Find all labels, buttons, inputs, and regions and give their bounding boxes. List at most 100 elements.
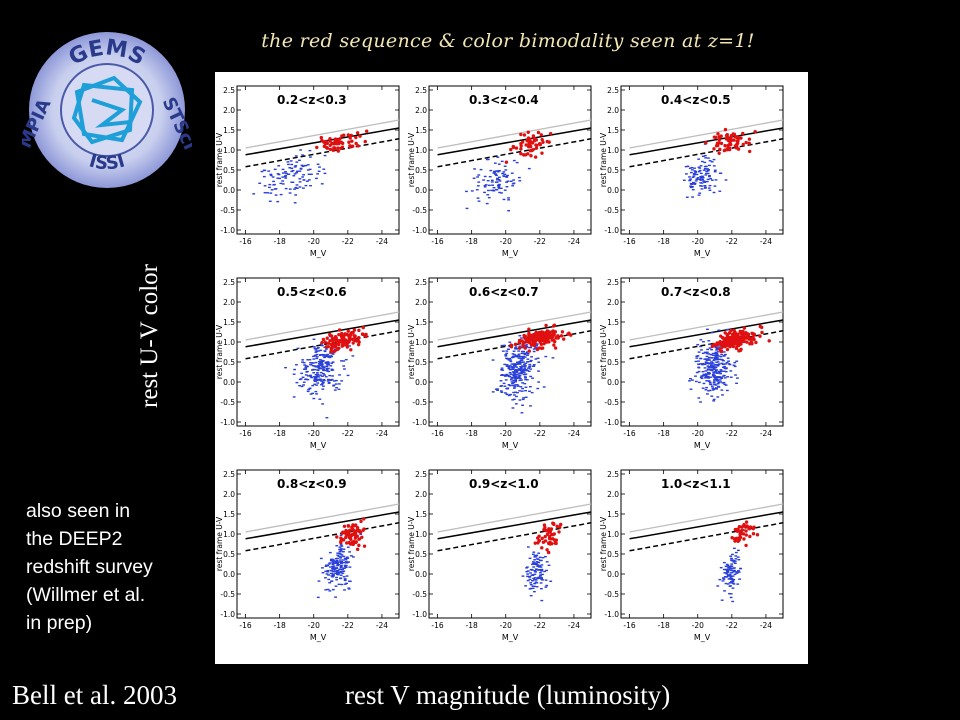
red-point <box>751 332 756 336</box>
blue-point <box>296 347 300 350</box>
blue-point <box>524 585 528 587</box>
red-point <box>349 333 353 337</box>
blue-point <box>320 363 324 365</box>
blue-point <box>507 384 511 386</box>
blue-point <box>512 372 516 374</box>
red-point <box>517 338 522 343</box>
y-tick-label: 2.5 <box>607 278 619 287</box>
blue-point <box>314 378 318 381</box>
blue-point <box>704 174 708 176</box>
x-tick-label: -22 <box>534 621 546 630</box>
red-point <box>527 334 531 338</box>
red-point <box>540 137 544 142</box>
red-point <box>737 336 742 340</box>
blue-point <box>310 173 313 175</box>
blue-point <box>315 350 319 353</box>
blue-point <box>499 390 503 392</box>
blue-point <box>334 567 338 569</box>
x-tick-label: -16 <box>623 237 635 246</box>
blue-point <box>526 358 530 360</box>
blue-point <box>300 372 304 375</box>
blue-point <box>700 175 704 178</box>
blue-point <box>318 398 322 400</box>
y-tick-label: 0.0 <box>223 186 235 195</box>
blue-point <box>334 348 337 350</box>
red-point <box>735 141 740 145</box>
y-tick-label: -1.0 <box>412 610 427 619</box>
blue-point <box>269 174 273 177</box>
blue-point <box>262 169 266 171</box>
blue-point <box>332 575 335 577</box>
blue-point <box>497 186 501 188</box>
blue-point <box>520 350 524 353</box>
blue-point <box>299 168 303 170</box>
blue-point <box>727 569 730 571</box>
red-point <box>358 134 362 138</box>
blue-point <box>703 186 707 189</box>
blue-point <box>513 380 517 382</box>
blue-point <box>515 366 519 368</box>
blue-point <box>518 399 522 401</box>
blue-point <box>336 557 339 560</box>
blue-point <box>320 384 323 386</box>
red-point <box>747 137 752 141</box>
blue-point <box>317 366 321 368</box>
blue-point <box>317 364 321 367</box>
blue-point <box>690 169 694 171</box>
blue-point <box>321 403 325 405</box>
blue-point <box>498 180 502 182</box>
blue-point <box>317 170 321 173</box>
blue-point <box>529 359 533 362</box>
blue-point <box>339 565 343 568</box>
blue-point <box>279 193 283 196</box>
blue-point <box>346 557 350 559</box>
blue-point <box>295 161 299 163</box>
y-tick-label: 0.5 <box>607 358 619 367</box>
blue-point <box>284 174 288 177</box>
blue-point <box>322 368 325 371</box>
blue-point <box>306 378 310 381</box>
blue-point <box>503 375 507 377</box>
blue-point <box>288 188 292 190</box>
blue-point <box>287 173 291 175</box>
blue-point <box>732 583 736 585</box>
blue-point <box>693 183 697 185</box>
blue-point <box>470 190 474 192</box>
y-tick-label: -1.0 <box>220 610 235 619</box>
blue-point <box>713 357 717 359</box>
panel-frame <box>236 469 400 619</box>
blue-point <box>331 588 335 591</box>
blue-point <box>535 346 538 348</box>
blue-point <box>690 166 694 169</box>
blue-point <box>310 362 314 364</box>
blue-point <box>505 350 509 352</box>
red-point <box>745 524 749 528</box>
blue-point <box>324 589 328 591</box>
redshift-bin-label: 0.3<z<0.4 <box>469 93 539 107</box>
red-point <box>350 525 354 530</box>
blue-point <box>325 367 329 370</box>
blue-point <box>334 570 338 573</box>
blue-point <box>709 376 713 378</box>
blue-point <box>706 170 710 172</box>
y-tick-label: 2.0 <box>607 490 619 499</box>
red-point <box>527 331 531 335</box>
blue-point <box>325 564 328 566</box>
blue-point <box>514 391 517 393</box>
blue-point <box>727 363 731 365</box>
blue-point <box>483 191 486 194</box>
blue-point <box>517 350 521 352</box>
red-point <box>350 144 355 148</box>
blue-point <box>493 171 496 173</box>
blue-point <box>519 386 523 388</box>
blue-point <box>715 372 719 374</box>
blue-point <box>717 364 720 366</box>
blue-point <box>505 364 509 366</box>
blue-point <box>731 582 735 584</box>
blue-point <box>531 580 534 582</box>
blue-point <box>330 580 333 583</box>
x-tick-label: -16 <box>239 237 251 246</box>
blue-point <box>498 169 501 172</box>
blue-point <box>708 164 711 167</box>
gems-logo: GEMS MPIA STScI ISSI <box>22 32 192 188</box>
